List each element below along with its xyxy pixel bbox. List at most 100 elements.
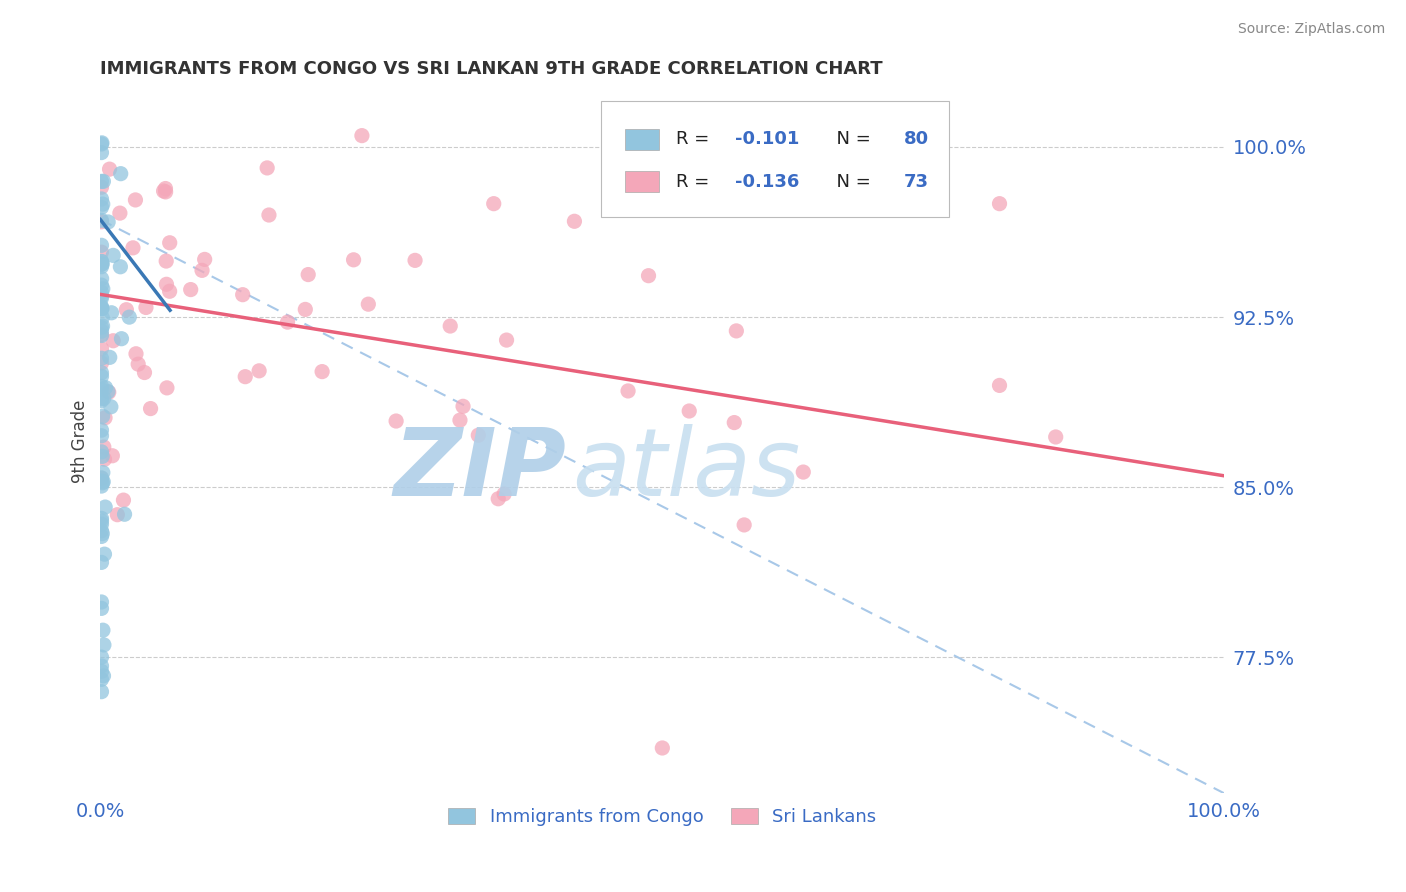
- Point: [90, 601, 112, 615]
- Point: [90, 328, 112, 343]
- Point: [93, 174, 115, 188]
- Point: [127, 357, 149, 371]
- Text: R =: R =: [676, 130, 714, 148]
- Point: [723, 416, 745, 430]
- Point: [90, 366, 112, 380]
- Point: [90, 192, 112, 206]
- Point: [404, 253, 426, 268]
- Point: [90, 200, 112, 214]
- Point: [681, 128, 703, 143]
- Point: [988, 378, 1011, 392]
- Point: [725, 324, 748, 338]
- Point: [90, 673, 112, 687]
- Point: [277, 315, 299, 329]
- Point: [350, 128, 373, 143]
- Point: [90, 289, 112, 303]
- Point: [90, 145, 112, 160]
- Point: [710, 128, 733, 143]
- Point: [90, 136, 112, 151]
- Point: [114, 508, 136, 522]
- Point: [482, 196, 505, 211]
- Point: [94, 500, 117, 514]
- Point: [115, 302, 138, 317]
- Point: [152, 184, 174, 198]
- Point: [90, 524, 112, 538]
- Point: [90, 291, 112, 305]
- Point: [105, 508, 128, 522]
- Point: [100, 306, 122, 320]
- Point: [90, 324, 112, 338]
- Point: [90, 555, 112, 569]
- Point: [112, 493, 135, 508]
- Point: [792, 465, 814, 479]
- Point: [1045, 430, 1067, 444]
- FancyBboxPatch shape: [626, 129, 659, 150]
- Point: [91, 409, 114, 424]
- Point: [733, 517, 755, 532]
- Point: [90, 356, 112, 370]
- Point: [90, 517, 112, 532]
- Point: [467, 428, 489, 442]
- Point: [90, 213, 112, 227]
- Point: [110, 167, 132, 181]
- Point: [90, 245, 112, 260]
- Point: [90, 393, 112, 408]
- Point: [357, 297, 380, 311]
- Point: [617, 384, 640, 398]
- Point: [820, 162, 842, 177]
- Point: [385, 414, 408, 428]
- Text: N =: N =: [825, 173, 877, 191]
- Point: [90, 301, 112, 316]
- Point: [155, 185, 177, 199]
- Point: [90, 254, 112, 268]
- Point: [97, 384, 120, 399]
- Point: [90, 136, 112, 150]
- Text: 80: 80: [904, 130, 929, 148]
- Point: [256, 161, 278, 175]
- Point: [90, 665, 112, 679]
- Point: [90, 659, 112, 673]
- Point: [155, 277, 177, 292]
- Point: [91, 197, 114, 211]
- Point: [90, 429, 112, 443]
- Point: [91, 475, 114, 490]
- Text: -0.136: -0.136: [735, 173, 800, 191]
- Point: [93, 440, 115, 454]
- Point: [93, 392, 115, 406]
- Point: [124, 193, 146, 207]
- Point: [101, 449, 124, 463]
- Point: [90, 383, 112, 397]
- Point: [232, 287, 254, 301]
- FancyBboxPatch shape: [600, 101, 949, 217]
- Point: [155, 254, 177, 268]
- Point: [90, 327, 112, 342]
- Point: [122, 241, 145, 255]
- Point: [90, 285, 112, 300]
- Point: [637, 268, 659, 283]
- Point: [156, 381, 179, 395]
- Text: -0.101: -0.101: [735, 130, 800, 148]
- Text: atlas: atlas: [572, 425, 800, 516]
- Point: [110, 332, 132, 346]
- Point: [311, 365, 333, 379]
- Point: [97, 215, 120, 229]
- Text: R =: R =: [676, 173, 714, 191]
- Point: [90, 471, 112, 485]
- Point: [257, 208, 280, 222]
- Point: [90, 369, 112, 384]
- Point: [564, 214, 586, 228]
- Point: [110, 260, 132, 274]
- Y-axis label: 9th Grade: 9th Grade: [72, 401, 89, 483]
- Legend: Immigrants from Congo, Sri Lankans: Immigrants from Congo, Sri Lankans: [441, 801, 883, 833]
- Point: [90, 479, 112, 493]
- Point: [93, 638, 115, 652]
- Point: [118, 310, 141, 325]
- FancyBboxPatch shape: [626, 171, 659, 192]
- Point: [233, 369, 256, 384]
- Point: [90, 514, 112, 528]
- Point: [439, 319, 461, 334]
- Point: [90, 238, 112, 252]
- Point: [93, 669, 115, 683]
- Point: [139, 401, 162, 416]
- Point: [91, 526, 114, 541]
